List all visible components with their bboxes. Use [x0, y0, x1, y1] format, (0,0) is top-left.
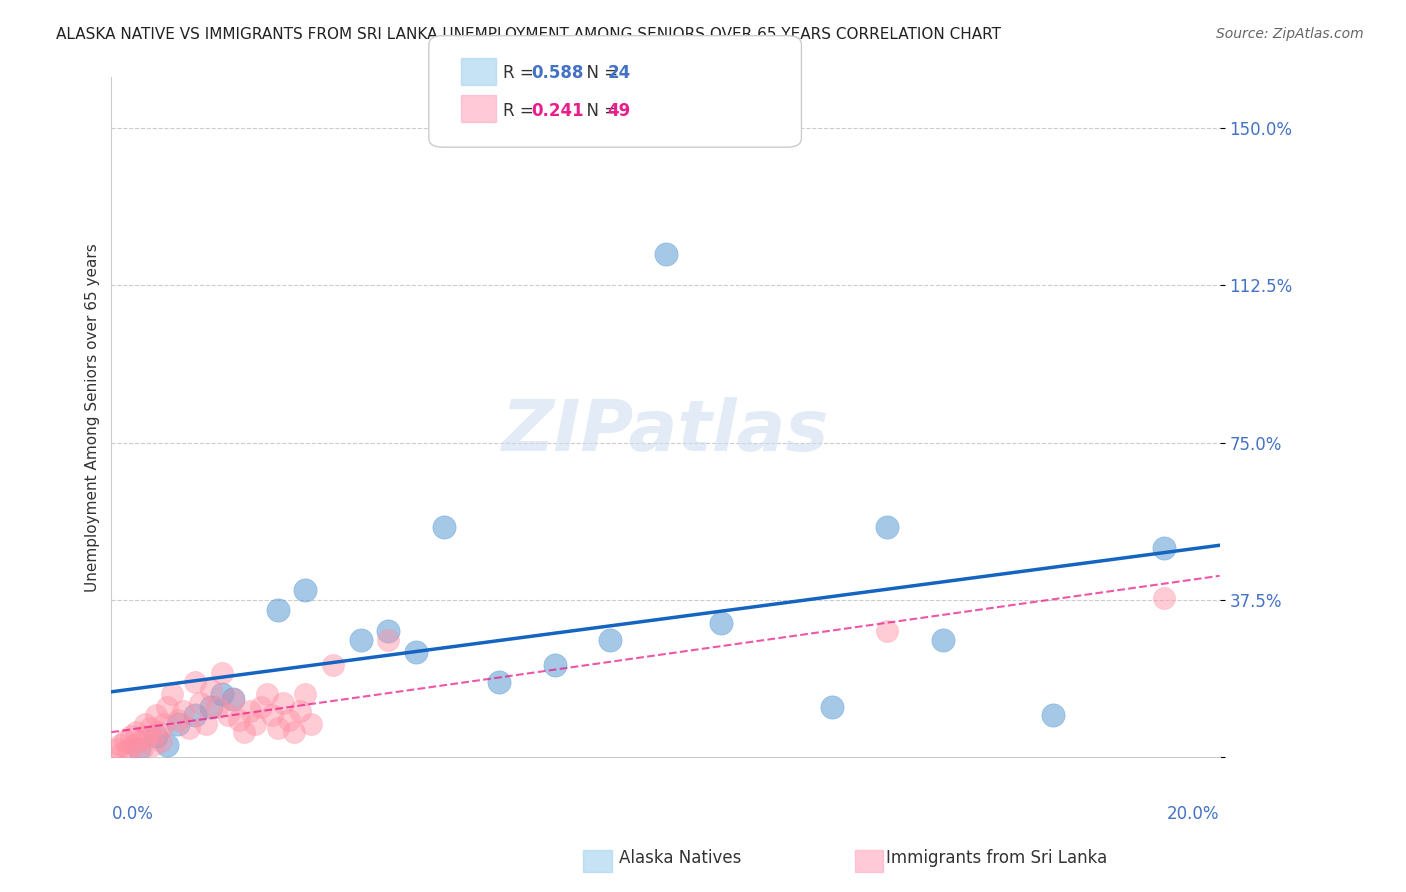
Point	[167, 716, 190, 731]
Point	[128, 733, 150, 747]
Point	[283, 725, 305, 739]
Point	[256, 688, 278, 702]
Text: 49: 49	[607, 102, 631, 120]
Point	[294, 582, 316, 597]
Point	[125, 725, 148, 739]
Point	[145, 708, 167, 723]
Point	[271, 696, 294, 710]
Point	[405, 645, 427, 659]
Point	[288, 704, 311, 718]
Point	[350, 632, 373, 647]
Point	[211, 688, 233, 702]
Point	[322, 658, 344, 673]
Point	[217, 708, 239, 723]
Point	[1042, 708, 1064, 723]
Point	[136, 730, 159, 744]
Point	[139, 721, 162, 735]
Text: 0.588: 0.588	[531, 64, 583, 82]
Point	[200, 683, 222, 698]
Point	[131, 742, 153, 756]
Point	[262, 708, 284, 723]
Text: R =: R =	[503, 64, 540, 82]
Text: ZIPatlas: ZIPatlas	[502, 397, 830, 466]
Text: Source: ZipAtlas.com: Source: ZipAtlas.com	[1216, 27, 1364, 41]
Point	[177, 721, 200, 735]
Point	[222, 691, 245, 706]
Point	[172, 704, 194, 718]
Point	[108, 738, 131, 752]
Point	[245, 716, 267, 731]
Point	[299, 716, 322, 731]
Point	[599, 632, 621, 647]
Point	[134, 716, 156, 731]
Point	[162, 688, 184, 702]
Point	[433, 519, 456, 533]
Point	[183, 708, 205, 723]
Point	[1153, 541, 1175, 555]
Point	[128, 742, 150, 756]
Point	[250, 700, 273, 714]
Point	[120, 730, 142, 744]
Point	[188, 696, 211, 710]
Y-axis label: Unemployment Among Seniors over 65 years: Unemployment Among Seniors over 65 years	[86, 243, 100, 591]
Point	[377, 632, 399, 647]
Text: 24: 24	[607, 64, 631, 82]
Point	[150, 733, 173, 747]
Point	[167, 713, 190, 727]
Point	[228, 713, 250, 727]
Point	[239, 704, 262, 718]
Point	[156, 738, 179, 752]
Point	[142, 738, 165, 752]
Point	[377, 624, 399, 639]
Point	[931, 632, 953, 647]
Point	[194, 716, 217, 731]
Text: N =: N =	[576, 102, 624, 120]
Point	[183, 674, 205, 689]
Point	[111, 746, 134, 760]
Text: Alaska Natives: Alaska Natives	[619, 849, 741, 867]
Point	[277, 713, 299, 727]
Point	[710, 616, 733, 631]
Point	[821, 700, 844, 714]
Point	[200, 700, 222, 714]
Text: Immigrants from Sri Lanka: Immigrants from Sri Lanka	[886, 849, 1107, 867]
Text: 0.241: 0.241	[531, 102, 583, 120]
Point	[156, 700, 179, 714]
Point	[122, 738, 145, 752]
Point	[266, 721, 288, 735]
Point	[211, 666, 233, 681]
Text: R =: R =	[503, 102, 540, 120]
Point	[488, 674, 510, 689]
Point	[222, 691, 245, 706]
Text: 0.0%: 0.0%	[111, 805, 153, 823]
Point	[205, 700, 228, 714]
Point	[105, 742, 128, 756]
Point	[876, 624, 898, 639]
Point	[145, 730, 167, 744]
Point	[114, 733, 136, 747]
Point	[233, 725, 256, 739]
Point	[294, 688, 316, 702]
Point	[654, 246, 676, 260]
Point	[544, 658, 567, 673]
Point	[117, 742, 139, 756]
Point	[153, 716, 176, 731]
Point	[148, 725, 170, 739]
Text: 20.0%: 20.0%	[1167, 805, 1219, 823]
Text: N =: N =	[576, 64, 624, 82]
Point	[876, 519, 898, 533]
Text: ALASKA NATIVE VS IMMIGRANTS FROM SRI LANKA UNEMPLOYMENT AMONG SENIORS OVER 65 YE: ALASKA NATIVE VS IMMIGRANTS FROM SRI LAN…	[56, 27, 1001, 42]
Point	[1153, 591, 1175, 605]
Point	[266, 603, 288, 617]
